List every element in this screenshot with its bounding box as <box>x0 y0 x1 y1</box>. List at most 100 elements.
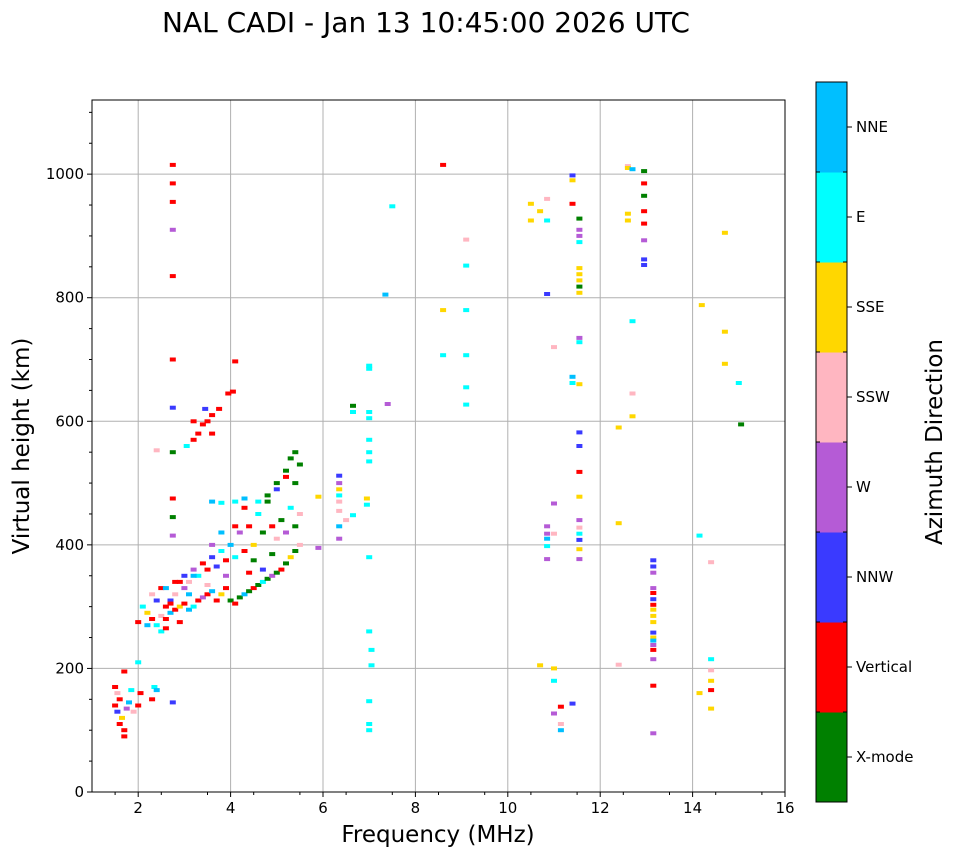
y-tick-label: 1000 <box>46 165 84 183</box>
y-tick-label: 200 <box>55 659 84 677</box>
data-point <box>250 558 257 563</box>
data-point <box>153 623 160 628</box>
data-point <box>544 557 551 562</box>
data-point <box>544 524 551 529</box>
colorbar-segment <box>816 352 847 443</box>
data-point <box>650 647 657 652</box>
data-point <box>218 592 225 597</box>
data-point <box>190 573 197 578</box>
data-point <box>315 545 322 550</box>
data-point <box>269 573 276 578</box>
data-point <box>368 647 375 652</box>
data-point <box>735 381 742 385</box>
data-point <box>273 487 280 492</box>
data-point <box>336 481 343 486</box>
data-point <box>544 531 551 536</box>
data-point <box>195 598 202 603</box>
data-point <box>216 406 223 411</box>
data-point <box>167 598 174 603</box>
data-point <box>708 668 715 673</box>
data-point <box>162 604 169 609</box>
data-point <box>721 329 728 334</box>
data-point <box>551 345 557 350</box>
data-point <box>576 444 583 448</box>
x-axis-label: Frequency (MHz) <box>341 822 534 848</box>
data-point <box>551 666 557 671</box>
data-point <box>557 722 564 726</box>
data-point <box>151 685 158 689</box>
data-point <box>190 567 197 572</box>
data-point <box>569 381 576 385</box>
y-tick-label: 400 <box>55 536 84 554</box>
data-point <box>114 709 121 714</box>
data-point <box>366 722 373 726</box>
data-point <box>153 598 160 603</box>
data-point <box>551 678 557 683</box>
data-point <box>650 564 657 569</box>
data-point <box>232 555 239 560</box>
data-point <box>650 591 657 595</box>
colorbar-tick-label: SSW <box>856 388 890 406</box>
data-point <box>186 579 192 584</box>
data-point <box>223 586 229 591</box>
data-point <box>162 617 169 621</box>
data-point <box>250 586 257 591</box>
data-point <box>544 536 551 541</box>
data-point <box>544 196 551 201</box>
data-point <box>149 617 156 621</box>
data-point <box>246 589 253 594</box>
data-point <box>283 474 289 479</box>
data-point <box>204 567 211 572</box>
data-point <box>255 499 262 504</box>
data-point <box>551 501 557 506</box>
data-point <box>135 620 142 625</box>
data-point <box>366 629 373 634</box>
colorbar-tick-label: SSE <box>856 298 885 316</box>
data-point <box>576 216 583 221</box>
data-point <box>172 579 179 584</box>
data-point <box>350 513 356 518</box>
data-point <box>527 201 534 206</box>
data-point <box>629 391 636 396</box>
data-point <box>186 592 192 597</box>
data-point <box>236 595 243 600</box>
data-point <box>186 607 192 612</box>
data-point <box>149 592 156 597</box>
data-point <box>167 601 174 606</box>
data-point <box>576 284 583 289</box>
data-point <box>296 462 303 467</box>
data-point <box>264 499 271 504</box>
data-point <box>121 669 128 674</box>
chart-title: NAL CADI - Jan 13 10:45:00 2026 UTC <box>162 6 690 39</box>
data-point <box>135 660 142 665</box>
data-point <box>544 218 551 223</box>
data-point <box>278 567 285 572</box>
data-point <box>696 533 703 538</box>
data-point <box>366 699 373 704</box>
data-point <box>366 459 373 464</box>
data-point <box>368 663 375 668</box>
data-point <box>128 688 135 693</box>
y-tick-label: 800 <box>55 289 84 307</box>
data-point <box>576 335 583 340</box>
data-point <box>650 638 657 643</box>
data-point <box>225 391 232 396</box>
data-point <box>283 561 289 566</box>
data-point <box>544 544 551 549</box>
data-point <box>181 573 188 578</box>
data-point <box>195 431 202 436</box>
data-point <box>343 518 350 523</box>
x-axis-ticks: 2 4 6 8 10 12 14 16 <box>114 792 795 817</box>
data-point <box>527 218 534 223</box>
data-point <box>169 405 176 410</box>
data-point <box>336 508 343 513</box>
data-point <box>576 557 583 562</box>
data-point <box>650 586 657 591</box>
data-point <box>384 402 391 406</box>
data-point <box>650 602 657 607</box>
data-point <box>650 597 657 602</box>
data-point <box>169 357 176 362</box>
data-point <box>624 166 631 170</box>
data-point <box>202 406 209 411</box>
data-point <box>167 610 174 615</box>
